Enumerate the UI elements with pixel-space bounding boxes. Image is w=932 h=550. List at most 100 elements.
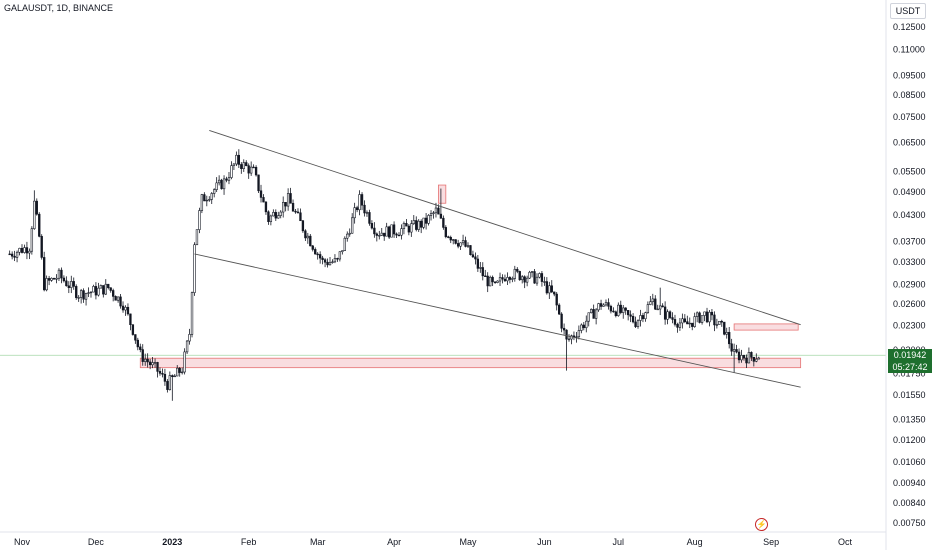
candle — [181, 371, 184, 374]
candle — [715, 324, 719, 326]
candle — [481, 267, 484, 277]
candle — [562, 327, 566, 331]
candle — [45, 278, 48, 291]
candle — [124, 306, 127, 311]
candle — [25, 247, 29, 254]
time-axis[interactable]: Nov Dec 2023 Feb Mar Apr May Jun Jul Aug Sep Oct — [14, 537, 853, 547]
candle — [222, 178, 226, 190]
candle — [121, 305, 125, 311]
candle — [703, 311, 706, 316]
candle — [306, 235, 309, 239]
candle — [663, 306, 667, 320]
candle — [269, 215, 273, 222]
candle — [264, 201, 268, 213]
candle — [240, 164, 243, 169]
y-tick-label: 0.02600 — [893, 299, 926, 309]
candle — [286, 193, 290, 207]
candle — [326, 261, 329, 266]
support-resistance-zone[interactable] — [733, 323, 799, 331]
candle — [8, 253, 11, 256]
candle — [249, 166, 253, 174]
candle — [79, 290, 83, 298]
x-tick-label: Oct — [838, 537, 853, 547]
candle — [525, 277, 529, 283]
candle — [498, 277, 502, 282]
candle — [710, 311, 714, 316]
candle — [730, 343, 733, 352]
candle — [646, 304, 650, 313]
candle — [693, 316, 696, 327]
trendline[interactable] — [209, 130, 801, 326]
y-tick-label: 0.03300 — [893, 257, 926, 267]
y-tick-label: 0.04900 — [893, 187, 926, 197]
candle — [301, 220, 305, 232]
candle — [590, 309, 593, 314]
candle — [257, 174, 260, 192]
candle — [262, 197, 265, 203]
support-resistance-zone[interactable] — [139, 357, 802, 369]
candle — [316, 253, 319, 256]
candle — [360, 194, 364, 206]
candle — [476, 258, 480, 269]
candle — [750, 352, 753, 358]
candle — [629, 314, 632, 317]
currency-unit-button[interactable]: USDT — [890, 3, 926, 19]
candle — [304, 230, 307, 239]
y-tick-label: 0.04300 — [893, 210, 926, 220]
lightning-bolt-icon[interactable]: ⚡ — [755, 518, 768, 531]
candle — [631, 316, 635, 323]
y-tick-label: 0.06500 — [893, 137, 926, 147]
candle — [193, 244, 196, 293]
x-tick-label: Jun — [537, 537, 552, 547]
candle — [358, 194, 361, 211]
candle — [341, 250, 344, 253]
price-axis[interactable]: 0.12500 0.11000 0.09500 0.08500 0.07500 0.065… — [893, 22, 926, 528]
candle — [65, 280, 68, 287]
candle — [617, 304, 620, 316]
candle — [291, 202, 295, 212]
candle — [555, 293, 558, 306]
candle — [368, 212, 371, 224]
x-tick-label: Dec — [88, 537, 105, 547]
candle — [190, 292, 194, 335]
candle — [15, 251, 19, 258]
candle — [136, 339, 139, 348]
candle — [333, 258, 337, 263]
trendline[interactable] — [194, 253, 801, 388]
candle — [708, 311, 711, 323]
candle — [365, 212, 369, 214]
candle — [30, 228, 34, 252]
candle — [242, 162, 245, 169]
y-tick-label: 0.01750 — [893, 369, 926, 379]
candle — [43, 257, 46, 291]
candle — [454, 239, 457, 244]
support-resistance-zone[interactable] — [438, 184, 447, 204]
candle — [153, 362, 157, 364]
candle — [205, 199, 208, 202]
candle — [363, 204, 366, 214]
candle — [385, 226, 388, 237]
candle — [94, 286, 98, 296]
candle — [348, 232, 351, 235]
candle — [84, 293, 88, 300]
candle — [626, 310, 630, 316]
candle — [671, 317, 674, 320]
candle — [67, 285, 70, 288]
candle — [439, 213, 443, 219]
candle — [183, 351, 186, 373]
candle — [89, 291, 93, 294]
candle — [161, 372, 164, 375]
candle — [23, 247, 26, 253]
candle — [424, 217, 428, 224]
candle — [511, 278, 514, 280]
plot-area[interactable] — [0, 130, 886, 401]
candle — [530, 271, 534, 273]
candle — [50, 277, 53, 281]
candle — [491, 276, 494, 283]
candle — [602, 304, 605, 307]
candle — [380, 232, 383, 236]
candle — [745, 357, 748, 364]
candle — [437, 207, 440, 215]
candle — [668, 311, 672, 318]
